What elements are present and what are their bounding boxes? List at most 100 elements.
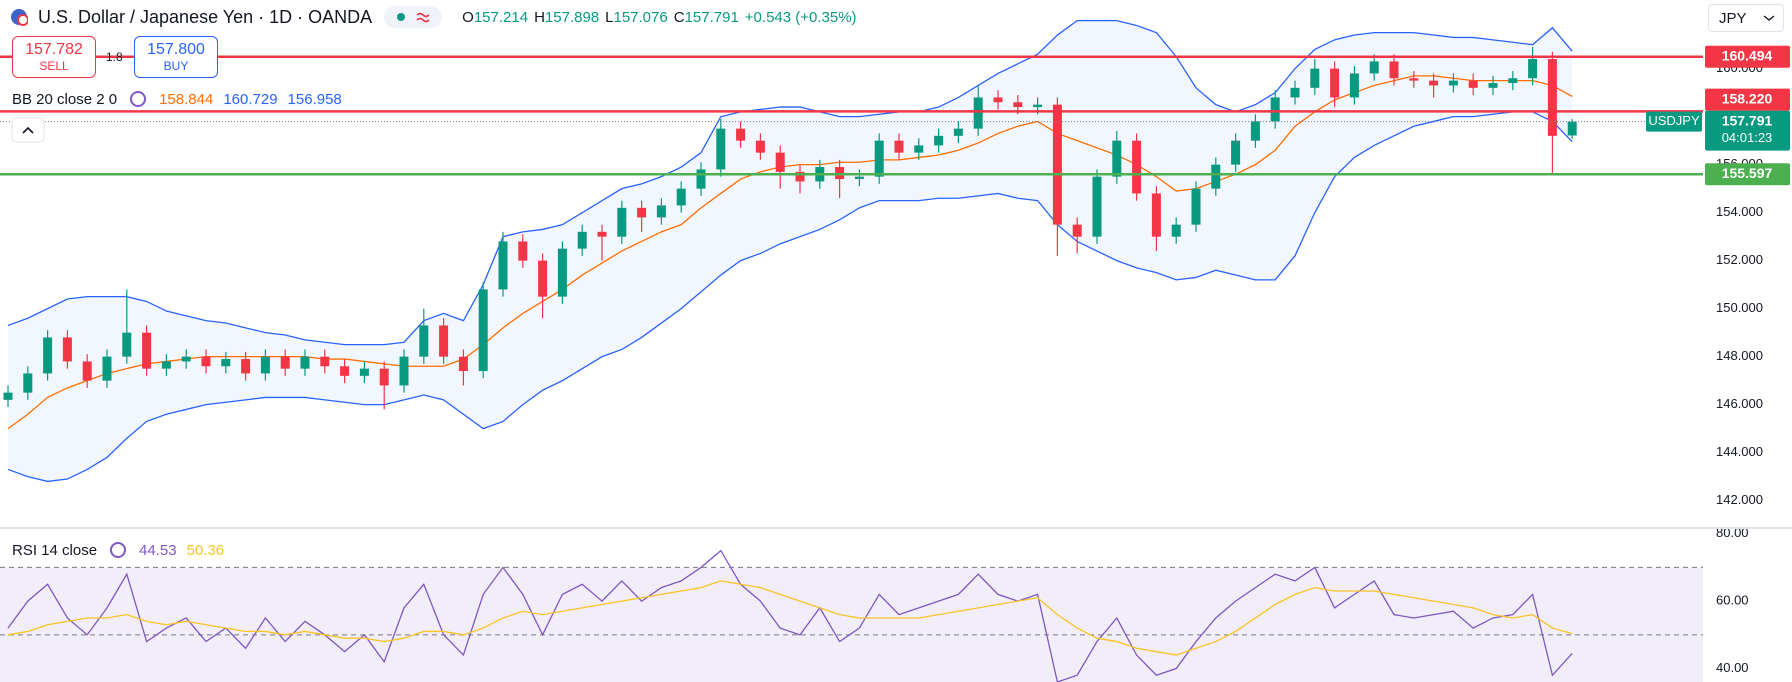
candle-body	[280, 356, 290, 369]
candle-body	[557, 248, 567, 297]
candle-body	[716, 128, 726, 170]
candle-body	[934, 135, 944, 146]
price-tag	[1705, 110, 1790, 151]
candle-body	[914, 145, 924, 153]
candle-body	[320, 356, 330, 367]
rsi-title[interactable]: RSI 14 close	[12, 541, 98, 559]
candle-body	[201, 356, 211, 367]
candle-body	[835, 167, 845, 180]
rsi-legend: RSI 14 close 44.53 50.36	[12, 538, 234, 562]
candle-body	[1211, 164, 1221, 189]
candle-body	[1151, 193, 1161, 237]
y-tick-label: 148.000	[1716, 348, 1763, 363]
candle-body	[676, 188, 686, 206]
collapse-button[interactable]	[11, 117, 45, 143]
candle-body	[82, 361, 92, 381]
status-pill[interactable]	[384, 6, 443, 28]
arrow	[1763, 15, 1774, 21]
candle-body	[1508, 78, 1518, 84]
candle-body	[775, 152, 785, 172]
rsi-settings-icon[interactable]	[107, 541, 129, 559]
candle-body	[1171, 224, 1181, 237]
candle-body	[359, 368, 369, 376]
y-tick-label: 144.000	[1716, 444, 1763, 459]
candle-body	[3, 392, 13, 400]
candle-body	[1290, 87, 1300, 98]
candle-body	[1488, 83, 1498, 88]
symbol-title[interactable]: U.S. Dollar / Japanese Yen · 1D · OANDA	[38, 6, 373, 27]
candle-body	[597, 231, 607, 237]
candle-body	[23, 373, 33, 393]
bb-title[interactable]: BB 20 close 2 0	[12, 90, 118, 108]
candle-body	[696, 169, 706, 189]
market-open-dot	[397, 13, 406, 21]
candle-body	[1112, 140, 1122, 177]
candle-body	[181, 356, 191, 362]
rsi-value: 44.53	[139, 541, 177, 559]
buy-label: BUY	[163, 59, 189, 73]
bb-value: 158.844	[159, 90, 214, 108]
candle-body	[1409, 78, 1419, 81]
spread: 1.8	[106, 50, 123, 64]
candle-body	[1132, 140, 1142, 194]
candle-body	[62, 337, 72, 362]
sell-label: SELL	[39, 59, 69, 73]
level-label: 155.597	[1722, 165, 1773, 181]
countdown: 04:01:23	[1722, 130, 1773, 145]
candle-body	[854, 176, 864, 180]
icon-ring	[130, 91, 147, 107]
level-label: 160.494	[1722, 47, 1773, 63]
ohlc-value: 157.791	[684, 8, 739, 26]
candle-body	[43, 337, 53, 374]
candle-body	[1072, 224, 1082, 237]
y-tick-label: 142.000	[1716, 492, 1763, 507]
candle-body	[1330, 68, 1340, 98]
candle-body	[1448, 80, 1458, 86]
candle-body	[656, 205, 666, 218]
candle-body	[1052, 104, 1062, 225]
candle-body	[399, 356, 409, 386]
ohlc-value: 157.076	[613, 8, 668, 26]
header: U.S. Dollar / Japanese Yen · 1D · OANDA …	[10, 4, 857, 30]
candle-body	[439, 325, 449, 357]
status-icons	[397, 12, 430, 23]
y-tick-label: 152.000	[1716, 252, 1763, 267]
candle-body	[1429, 80, 1439, 86]
candle-body	[1369, 61, 1379, 74]
candle-body	[538, 260, 548, 297]
bb-band	[7, 111, 1573, 483]
bb-settings-icon[interactable]	[127, 90, 149, 108]
ohlc-value: 157.214	[473, 8, 529, 26]
sell-button[interactable]: 157.782 SELL	[12, 36, 96, 78]
candle-body	[458, 356, 468, 372]
candle-body	[795, 171, 805, 182]
dropdown-arrow	[1763, 15, 1774, 21]
candle-body	[1547, 59, 1557, 136]
rsi-line	[7, 580, 1573, 656]
buy-button[interactable]: 157.800 BUY	[134, 36, 218, 78]
candle-body	[1310, 68, 1320, 88]
plot-area	[0, 19, 1703, 682]
candle-body	[221, 359, 231, 367]
candle-body	[577, 231, 587, 249]
collapse-button-frame[interactable]	[11, 117, 45, 143]
candle-body	[1270, 97, 1280, 122]
currency-select[interactable]: JPY	[1708, 4, 1784, 32]
candle-body	[1191, 188, 1201, 225]
candle-body	[637, 207, 647, 218]
y-tick-label: 150.000	[1716, 300, 1763, 315]
price-axis: 142.000 144.000 146.000 148.000 150.000 152.0…	[1646, 0, 1792, 682]
candle-body	[1033, 104, 1043, 108]
y-tick-label: 40.00	[1716, 660, 1749, 675]
candle-body	[122, 332, 132, 357]
ticker-label: USDJPY	[1648, 113, 1700, 128]
rsi-values: 44.53 50.36	[139, 542, 234, 559]
ohlc-prefix: H	[534, 8, 545, 26]
bb-values: 158.844 160.729 156.958	[159, 91, 352, 108]
candle-body	[1250, 121, 1260, 141]
icon-ring	[110, 542, 127, 558]
flag-icon	[11, 9, 28, 26]
candle-body	[260, 356, 270, 374]
